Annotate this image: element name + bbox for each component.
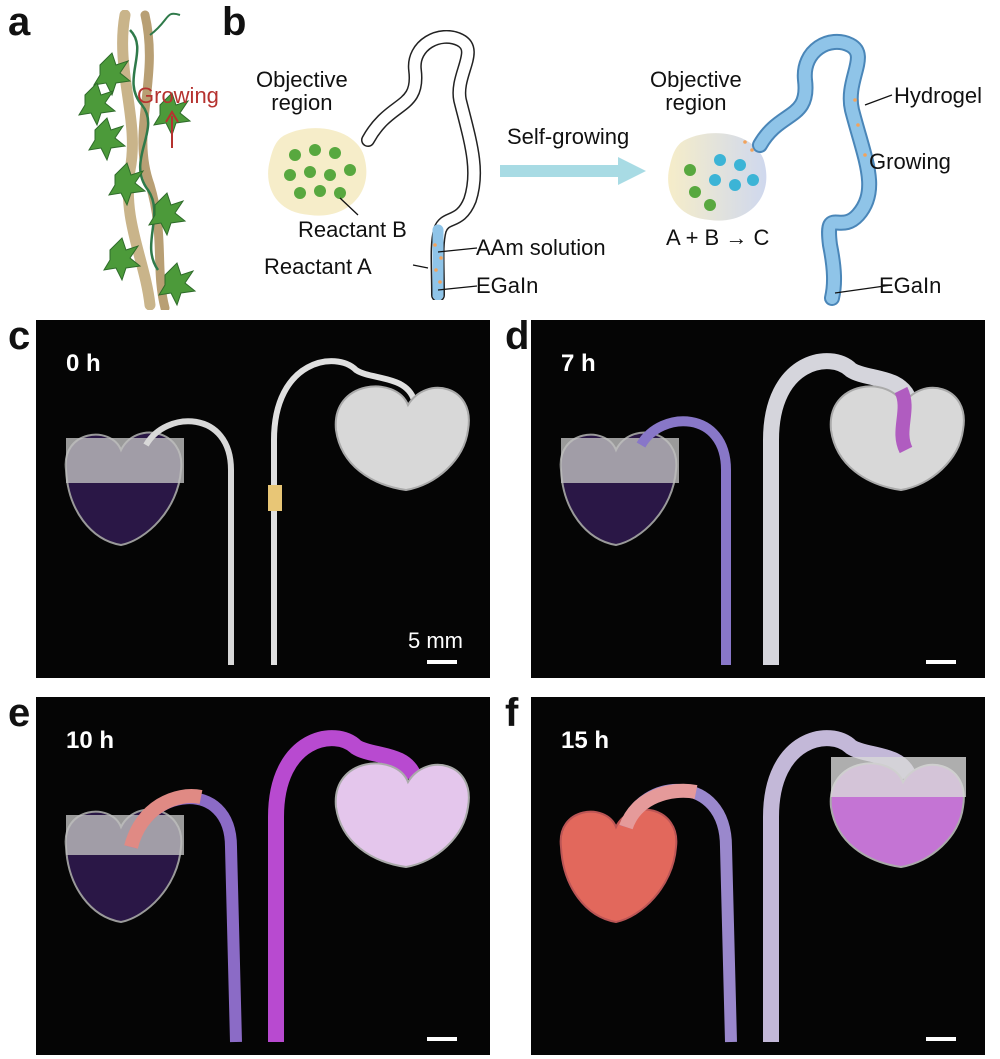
panel-label-b: b <box>222 0 247 44</box>
hydrogel-label: Hydrogel <box>894 83 983 108</box>
reaction-reactants: A + B <box>666 225 720 250</box>
reaction-arrow: → <box>719 225 754 250</box>
egain-label-left: EGaIn <box>476 273 539 298</box>
objective-region-label-left: Objective region <box>256 67 348 116</box>
growing-label-a: Growing <box>137 83 219 108</box>
panel-label-f: f <box>505 691 519 735</box>
vine-illustration <box>78 10 197 310</box>
panel-label-c: c <box>8 314 31 358</box>
aam-solution-label: AAm solution <box>476 235 606 260</box>
time-label-7h: 7 h <box>561 350 596 377</box>
scale-bar <box>926 1037 956 1041</box>
panel-label-e: e <box>8 691 31 735</box>
egain-label-right: EGaIn <box>879 273 942 298</box>
time-label-0h: 0 h <box>66 350 101 377</box>
photo-7h: 7 h <box>531 320 985 678</box>
scale-bar <box>427 1037 457 1041</box>
reactant-b-label: Reactant B <box>298 217 407 242</box>
reactant-a-label: Reactant A <box>264 254 372 279</box>
self-growing-arrow <box>500 157 646 185</box>
scale-bar-label: 5 mm <box>408 628 463 653</box>
tube-hydrogel <box>743 33 878 306</box>
tube-empty <box>361 30 482 300</box>
left-leader-lines <box>339 197 478 291</box>
right-leader-lines <box>834 94 893 294</box>
time-label-10h: 10 h <box>66 727 115 754</box>
scale-bar <box>926 660 956 664</box>
growing-up-arrow <box>165 110 179 148</box>
time-label-15h: 15 h <box>561 727 610 754</box>
objective-region-left <box>268 128 367 216</box>
reaction-label: A + B → C <box>666 226 769 249</box>
photo-0h: 0 h 5 mm <box>36 320 490 678</box>
photo-15h: 15 h <box>531 697 985 1055</box>
reaction-product: C <box>753 225 770 250</box>
panel-label-a: a <box>8 0 31 44</box>
objective-region-right <box>668 133 767 221</box>
panel-label-d: d <box>505 314 530 358</box>
photo-10h: 10 h <box>36 697 490 1055</box>
self-growing-label: Self-growing <box>507 124 630 149</box>
growing-label-b: Growing <box>869 149 951 174</box>
objective-region-label-right: Objective region <box>650 67 742 116</box>
scale-bar <box>427 660 457 664</box>
